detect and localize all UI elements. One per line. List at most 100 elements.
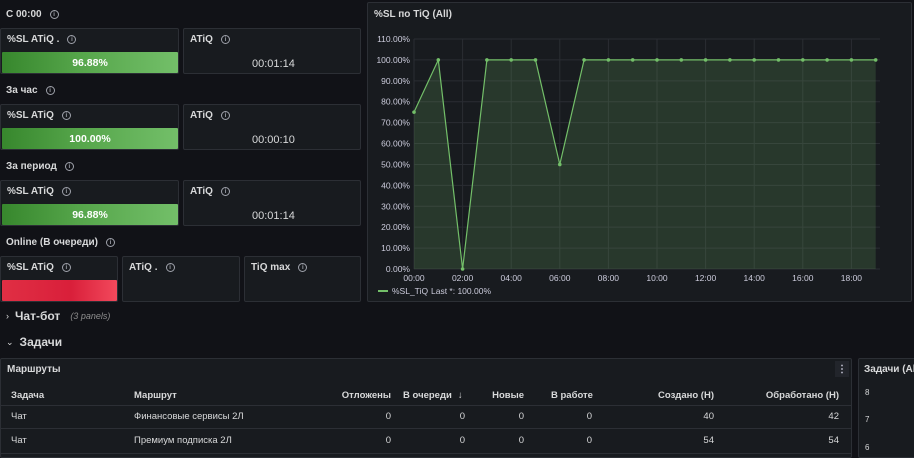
table-cell: 42: [828, 411, 839, 422]
panel-title: ATiQ i: [190, 110, 230, 121]
section-title: Online (В очереди): [6, 237, 98, 248]
panel-title: TiQ max i: [251, 262, 308, 273]
table-cell: 0: [518, 435, 524, 446]
y-tick-label: 20.00%: [381, 222, 410, 232]
column-header-task[interactable]: Задача: [11, 390, 45, 401]
table-cell: Чат: [11, 435, 27, 446]
chevron-right-icon: ›: [6, 311, 9, 321]
tasks-chart-panel: Задачи (All) 8 7 6: [858, 358, 914, 458]
atiq-value: 00:01:14: [252, 58, 295, 70]
data-point: [485, 58, 489, 62]
panel-title: Задачи (All): [864, 364, 914, 375]
section-title: За период: [6, 161, 57, 172]
info-icon[interactable]: i: [61, 187, 71, 196]
info-icon[interactable]: i: [220, 111, 230, 120]
info-icon[interactable]: i: [45, 86, 55, 95]
table-divider: [1, 453, 851, 454]
y-tick-label: 6: [865, 443, 870, 452]
stat-panel-sl-since-midnight: %SL ATiQ . i 96.88%: [0, 28, 179, 74]
y-tick-label: 7: [865, 415, 870, 424]
stat-panel-atiq-online: ATiQ . i: [122, 256, 240, 302]
data-point: [582, 58, 586, 62]
more-vertical-icon[interactable]: ⋮: [835, 361, 849, 377]
section-header-per-period: За период i: [6, 161, 74, 172]
sl-value-bar: 96.88%: [2, 52, 178, 73]
row-panel-count: (3 panels): [70, 311, 111, 321]
panel-title: %SL ATiQ i: [7, 186, 71, 197]
section-title: За час: [6, 85, 38, 96]
chart-panel-sl-by-tiq: %SL по TiQ (All) 0.00% 10.00% 20.00% 30.00%…: [367, 2, 912, 302]
stat-panel-sl-per-hour: %SL ATiQ i 100.00%: [0, 104, 179, 150]
table-cell: 0: [586, 435, 592, 446]
legend-label: %SL_TiQ: [392, 286, 428, 296]
info-icon[interactable]: i: [67, 35, 77, 44]
table-cell: 54: [703, 435, 714, 446]
atiq-value: 00:00:10: [252, 134, 295, 146]
column-header-route[interactable]: Маршрут: [134, 390, 177, 401]
stat-panel-sl-per-period: %SL ATiQ i 96.88%: [0, 180, 179, 226]
y-tick-label: 10.00%: [381, 243, 410, 253]
info-icon[interactable]: i: [61, 111, 71, 120]
data-point: [825, 58, 829, 62]
column-header-postponed[interactable]: Отложены: [341, 390, 391, 401]
info-icon[interactable]: i: [61, 263, 71, 272]
sl-value-bar: 96.88%: [2, 204, 178, 225]
data-point: [509, 58, 513, 62]
panel-title: %SL ATiQ i: [7, 110, 71, 121]
y-tick-label: 40.00%: [381, 180, 410, 190]
section-header-online: Online (В очереди) i: [6, 237, 115, 248]
x-tick-label: 16:00: [792, 273, 814, 283]
x-tick-label: 18:00: [841, 273, 863, 283]
data-point: [679, 58, 684, 62]
row-collapsed-chatbot[interactable]: › Чат-бот (3 panels): [6, 309, 110, 323]
panel-title: ATiQ . i: [129, 262, 175, 273]
y-tick-label: 8: [865, 388, 870, 397]
info-icon[interactable]: i: [220, 187, 230, 196]
stat-panel-sl-online: %SL ATiQ i: [0, 256, 118, 302]
column-header-processed[interactable]: Обработано (Н): [765, 390, 839, 401]
info-icon[interactable]: i: [49, 10, 59, 19]
sl-line-chart[interactable]: 0.00% 10.00% 20.00% 30.00% 40.00% 50.00% 60.00…: [368, 3, 913, 303]
data-point: [801, 58, 805, 62]
section-header-per-hour: За час i: [6, 85, 55, 96]
data-point: [703, 58, 708, 62]
data-point: [752, 58, 756, 62]
panel-title: ATiQ i: [190, 34, 230, 45]
y-tick-label: 90.00%: [381, 76, 410, 86]
panel-title: %SL ATiQ i: [7, 262, 71, 273]
info-icon[interactable]: i: [220, 35, 230, 44]
data-point: [558, 162, 562, 167]
info-icon[interactable]: i: [105, 238, 115, 247]
table-cell: 0: [518, 411, 524, 422]
data-point: [460, 267, 465, 271]
y-tick-label: 80.00%: [381, 97, 410, 107]
table-cell: Финансовые сервисы 2Л: [134, 411, 244, 422]
column-header-in-queue[interactable]: В очереди ↓: [403, 390, 463, 401]
column-header-new[interactable]: Новые: [492, 390, 524, 401]
data-point: [630, 58, 635, 62]
column-header-created[interactable]: Создано (Н): [658, 390, 714, 401]
table-cell: 0: [459, 435, 465, 446]
info-icon[interactable]: i: [298, 263, 308, 272]
data-point: [873, 58, 878, 62]
column-header-in-progress[interactable]: В работе: [551, 390, 593, 401]
info-icon[interactable]: i: [165, 263, 175, 272]
y-tick-label: 100.00%: [376, 55, 410, 65]
y-tick-label: 50.00%: [381, 159, 410, 169]
data-point: [849, 58, 854, 62]
chart-title: %SL по TiQ (All): [374, 9, 452, 20]
routes-table-panel: Маршруты ⋮ Задача Маршрут Отложены В оче…: [0, 358, 852, 458]
row-title: Задачи: [19, 335, 63, 349]
info-icon[interactable]: i: [64, 162, 74, 171]
section-title: С 00:00: [6, 9, 42, 20]
row-expanded-tasks[interactable]: ⌄ Задачи: [6, 335, 62, 349]
table-divider: [1, 428, 851, 429]
y-tick-label: 70.00%: [381, 118, 410, 128]
y-tick-label: 30.00%: [381, 201, 410, 211]
table-cell: 40: [703, 411, 714, 422]
x-tick-label: 12:00: [695, 273, 717, 283]
data-point: [606, 58, 611, 62]
x-tick-label: 00:00: [403, 273, 425, 283]
stat-panel-tiq-max-online: TiQ max i: [244, 256, 361, 302]
y-tick-label: 110.00%: [377, 34, 410, 44]
